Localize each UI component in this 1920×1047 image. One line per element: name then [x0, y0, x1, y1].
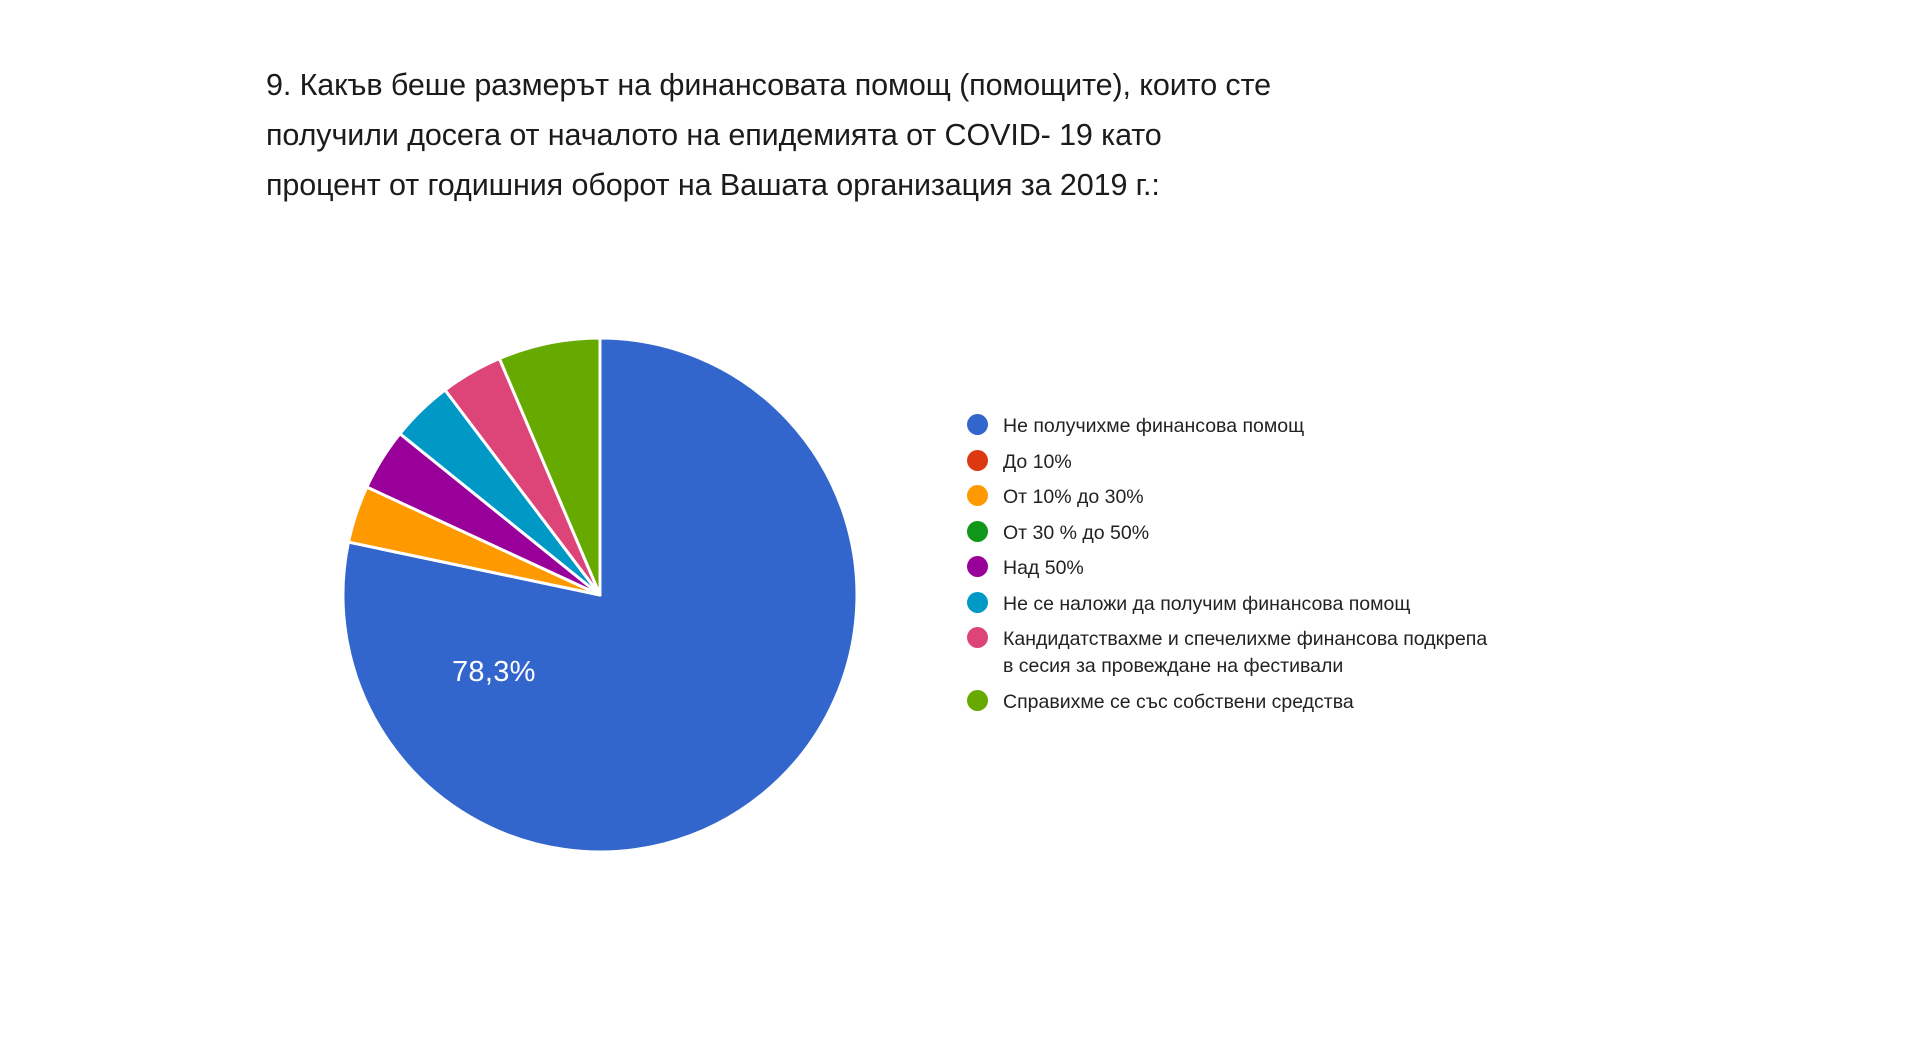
legend-item[interactable]: До 10%: [967, 449, 1727, 476]
legend-swatch-circle: [967, 689, 988, 711]
legend-item[interactable]: Не получихме финансова помощ: [967, 413, 1727, 440]
legend-swatch-circle: [967, 449, 988, 471]
legend-item-label: Не се наложи да получим финансова помощ: [1003, 592, 1411, 615]
page-title: 9. Какъв беше размерът на финансовата по…: [266, 68, 1271, 202]
legend-item-label: От 10% до 30%: [1003, 486, 1144, 508]
legend-item-label: До 10%: [1003, 450, 1072, 473]
legend-swatch-circle: [967, 485, 988, 506]
legend-item[interactable]: Не се наложи да получим финансова помощ: [967, 591, 1727, 618]
legend-item[interactable]: От 30 % до 50%: [967, 520, 1727, 547]
legend-item-label: Не получихме финансова помощ: [1003, 415, 1305, 437]
legend-swatch-circle: [967, 414, 988, 435]
pie-slice-group: [341, 336, 859, 854]
legend-swatch-circle: [967, 627, 988, 648]
pie-slice-value-label: 78,3%: [452, 656, 536, 688]
legend-swatch-circle: [967, 556, 988, 577]
legend-item-label: Над 50%: [1003, 557, 1084, 579]
legend-item-label: Справихме се със собствени средства: [1003, 690, 1354, 713]
legend-item-label: От 30 % до 50%: [1003, 521, 1150, 544]
legend-item-label: Кандидатствахме и спечелихме финансова п…: [1003, 628, 1488, 677]
legend-item[interactable]: От 10% до 30%: [967, 484, 1727, 511]
pie-chart-svg: [341, 336, 859, 854]
pie-slice[interactable]: [497, 336, 602, 597]
legend-item[interactable]: Над 50%: [967, 555, 1727, 582]
legend-swatch-circle: [967, 591, 988, 613]
legend-item[interactable]: Кандидатствахме и спечелихме финансова п…: [967, 626, 1727, 680]
chart-legend: Не получихме финансова помощ До 10% От 10%…: [967, 413, 1727, 724]
pie-slice[interactable]: [341, 336, 859, 854]
legend-item[interactable]: Справихме се със собствени средства: [967, 689, 1727, 716]
legend-swatch-circle: [967, 520, 988, 542]
